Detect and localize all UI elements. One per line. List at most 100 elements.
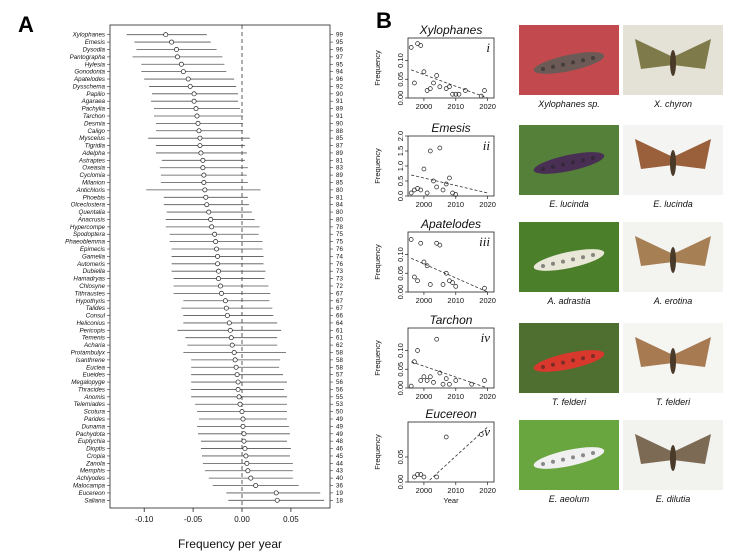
species-label: Pericopis [80, 327, 105, 334]
x-tick-label: 2000 [416, 486, 433, 495]
caterpillar-spot [541, 365, 545, 369]
sample-count-label: 91 [336, 98, 343, 105]
mini-plot-v: Eucereon v 0.00 0.05 Frequency 2000 2010 2020 Ye… [373, 407, 496, 505]
sample-count-label: 95 [336, 61, 343, 68]
sample-count-label: 58 [336, 349, 343, 356]
data-point [462, 88, 468, 93]
species-label: Apatelodes [73, 76, 105, 83]
sample-count-label: 91 [336, 113, 343, 120]
x-tick-label: 2000 [416, 392, 433, 401]
specimen-photo [623, 323, 723, 393]
caterpillar-illustration [533, 152, 605, 174]
estimate-point [203, 194, 209, 200]
caterpillar-spot [591, 56, 595, 60]
x-tick-label: 2000 [416, 296, 433, 305]
data-point [437, 242, 443, 248]
y-axis-title: Frequency [373, 434, 382, 470]
data-point [427, 148, 433, 154]
photo-caption: E. aeolum [548, 494, 590, 504]
mini-plot-frame [407, 37, 495, 99]
x-tick-label: -0.05 [184, 515, 203, 524]
estimate-point [229, 342, 235, 348]
right-wing [673, 139, 711, 169]
estimate-point [204, 202, 210, 208]
sample-count-label: 85 [336, 180, 343, 187]
species-label: Cyclomia [80, 172, 106, 179]
estimate-point [226, 320, 232, 326]
species-label: Dubiella [83, 268, 106, 275]
sample-count-label: 46 [336, 446, 343, 453]
estimate-point [273, 490, 279, 496]
mini-plot-title: Apatelodes [420, 217, 481, 231]
sample-count-label: 19 [336, 490, 343, 497]
estimate-point [245, 468, 251, 474]
sample-count-label: 81 [336, 157, 343, 164]
data-point [418, 240, 424, 246]
species-label: Milanion [82, 180, 106, 187]
y-tick-label: 0.00 [396, 91, 405, 106]
data-point [412, 274, 417, 280]
caterpillar-spot [581, 356, 585, 361]
data-point [418, 472, 424, 477]
data-point [434, 474, 440, 480]
data-point [482, 378, 487, 383]
sample-count-label: 36 [336, 483, 343, 490]
species-label: Tigridia [85, 143, 106, 150]
x-tick-label: 0.00 [234, 515, 250, 524]
species-label: Saliana [84, 497, 105, 504]
data-point [443, 181, 449, 187]
sample-count-label: 84 [336, 202, 343, 209]
moth-illustration [635, 337, 711, 374]
caterpillar-illustration [533, 249, 605, 271]
left-wing [635, 139, 673, 169]
data-point [482, 285, 487, 291]
data-point [450, 280, 455, 285]
sample-count-label: 56 [336, 379, 343, 386]
sample-count-label: 49 [336, 416, 343, 423]
estimate-point [200, 157, 206, 163]
mini-plot-frame [407, 135, 495, 197]
data-point [421, 259, 427, 265]
mini-plot-frame [407, 327, 495, 389]
y-axis-title: Frequency [373, 340, 382, 376]
sample-count-label: 57 [336, 372, 343, 379]
caterpillar-spot [541, 67, 545, 71]
data-point [408, 383, 414, 389]
x-tick-label: 0.05 [283, 515, 299, 524]
estimate-point [201, 172, 207, 178]
species-label: Papilio [86, 91, 105, 98]
insect-body [670, 50, 676, 76]
caterpillar-spot [591, 253, 595, 257]
estimate-point [231, 350, 237, 355]
species-label: Consul [86, 313, 106, 320]
species-label: Gamelia [82, 253, 106, 260]
estimate-point [243, 453, 249, 459]
data-point [478, 93, 484, 99]
species-label: Gonodonta [74, 69, 105, 76]
sample-count-label: 95 [336, 39, 343, 46]
trend-line [411, 257, 488, 292]
sample-count-label: 48 [336, 438, 343, 445]
sample-count-label: 40 [336, 475, 343, 482]
estimate-point [202, 187, 208, 193]
caterpillar-spot [581, 453, 585, 458]
estimate-point [187, 83, 193, 89]
species-label: Heliconius [76, 320, 105, 327]
estimate-point [222, 298, 228, 304]
species-label: Hypothyris [76, 298, 105, 305]
estimate-point [241, 431, 247, 437]
species-label: Agaraea [81, 98, 106, 105]
species-label: Scotura [84, 409, 106, 416]
species-label: Memphis [80, 468, 105, 475]
x-axis-title: Year [443, 496, 459, 505]
estimate-point [194, 113, 200, 119]
y-tick-label: 0.05 [396, 72, 405, 87]
mini-plot-frame [407, 231, 495, 293]
species-label: Pachylia [82, 106, 106, 113]
estimate-point [163, 32, 169, 38]
data-point [415, 278, 420, 284]
estimate-point [235, 386, 241, 392]
estimate-point [232, 357, 238, 363]
caterpillar-spot [581, 255, 585, 260]
species-label: Acharia [83, 342, 106, 349]
